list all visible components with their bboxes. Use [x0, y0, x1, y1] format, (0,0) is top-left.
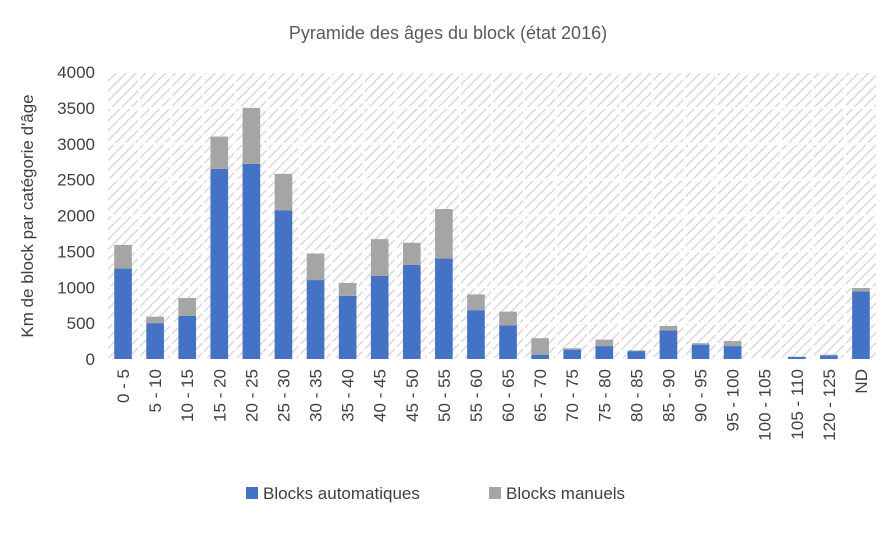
- grid-layer: [106, 71, 878, 360]
- bar-manuels: [274, 173, 293, 211]
- legend-label: Blocks automatiques: [263, 484, 420, 503]
- x-tick-label: 90 - 95: [692, 369, 711, 422]
- x-tick-label: 0 - 5: [114, 369, 133, 403]
- bar-automatiques: [531, 354, 549, 359]
- chart-title: Pyramide des âges du block (état 2016): [289, 23, 607, 43]
- bar-manuels: [178, 298, 197, 316]
- bar-automatiques: [402, 265, 421, 359]
- bar-manuels: [435, 209, 453, 259]
- bar-automatiques: [114, 268, 132, 359]
- bar-manuels: [499, 311, 517, 326]
- x-tick-label: 105 - 110: [788, 369, 807, 440]
- bar-automatiques: [146, 323, 164, 359]
- bar-automatiques: [178, 315, 197, 359]
- y-tick-label: 3500: [57, 99, 95, 118]
- legend: Blocks automatiques Blocks manuels: [246, 484, 625, 503]
- bar-automatiques: [467, 310, 485, 359]
- bar-manuels: [370, 239, 389, 276]
- x-tick-label: 20 - 25: [242, 369, 261, 422]
- x-tick-label: 55 - 60: [467, 369, 486, 422]
- bar-automatiques: [659, 330, 678, 359]
- x-tick-label: 25 - 30: [274, 369, 293, 422]
- x-tick-label: 5 - 10: [146, 369, 165, 412]
- x-tick-label: 15 - 20: [210, 369, 229, 422]
- y-tick-label: 3000: [57, 135, 95, 154]
- bar-manuels: [691, 343, 710, 345]
- y-tick-label: 2500: [57, 171, 95, 190]
- bar-automatiques: [787, 356, 806, 359]
- x-tick-label: 35 - 40: [339, 369, 358, 422]
- bar-manuels: [563, 348, 582, 350]
- bar-manuels: [723, 341, 742, 347]
- bar-automatiques: [435, 258, 453, 359]
- bar-automatiques: [210, 168, 229, 359]
- y-ticks: 0 500 1000 1500 2000 2500 3000 3500 4000: [57, 63, 95, 369]
- x-ticks: 0 - 5 5 - 10 10 - 15 15 - 20 20 - 25 25 - 30 3…: [114, 369, 871, 441]
- x-tick-label: 50 - 55: [435, 369, 454, 422]
- y-tick-label: 2000: [57, 207, 95, 226]
- bar-automatiques: [691, 344, 710, 359]
- bar-manuels: [595, 339, 614, 347]
- x-tick-label: 60 - 65: [499, 369, 518, 422]
- x-tick-label: 45 - 50: [403, 369, 422, 422]
- y-tick-label: 1500: [57, 242, 95, 261]
- bar-manuels: [114, 244, 132, 269]
- bar-manuels: [820, 354, 838, 356]
- bar-automatiques: [852, 291, 870, 359]
- bar-automatiques: [306, 280, 325, 359]
- bar-manuels: [627, 350, 646, 352]
- y-tick-label: 1000: [57, 278, 95, 297]
- bar-automatiques: [563, 349, 582, 359]
- x-tick-label: 95 - 100: [724, 369, 743, 431]
- bar-automatiques: [274, 210, 293, 359]
- bar-manuels: [467, 294, 485, 311]
- bar-automatiques: [242, 163, 261, 359]
- bar-manuels: [338, 282, 357, 296]
- bar-automatiques: [723, 346, 742, 359]
- bar-automatiques: [627, 351, 646, 359]
- bar-manuels: [306, 253, 325, 281]
- bar-automatiques: [499, 325, 517, 359]
- bars-layer: [114, 107, 870, 359]
- y-tick-label: 0: [86, 350, 95, 369]
- y-tick-label: 500: [67, 314, 95, 333]
- bar-manuels: [659, 325, 678, 331]
- bar-manuels: [402, 242, 421, 266]
- x-tick-label: 30 - 35: [307, 369, 326, 422]
- legend-swatch: [246, 487, 258, 499]
- bar-manuels: [852, 287, 870, 292]
- y-tick-label: 4000: [57, 63, 95, 82]
- bar-automatiques: [370, 275, 389, 359]
- x-tick-label: 40 - 45: [371, 369, 390, 422]
- x-tick-label: ND: [852, 369, 871, 394]
- x-tick-label: 100 - 105: [756, 369, 775, 441]
- x-tick-label: 75 - 80: [595, 369, 614, 422]
- x-tick-label: 120 - 125: [820, 369, 839, 441]
- bar-manuels: [242, 107, 261, 164]
- legend-swatch: [489, 487, 501, 499]
- legend-label: Blocks manuels: [506, 484, 625, 503]
- bar-manuels: [531, 338, 549, 355]
- y-axis-label: Km de block par catégorie d'âge: [18, 94, 37, 337]
- x-tick-label: 85 - 90: [659, 369, 678, 422]
- bar-automatiques: [338, 295, 357, 359]
- x-tick-label: 70 - 75: [563, 369, 582, 422]
- x-tick-label: 10 - 15: [178, 369, 197, 422]
- x-tick-label: 80 - 85: [627, 369, 646, 422]
- bar-manuels: [146, 316, 164, 324]
- x-tick-label: 65 - 70: [531, 369, 550, 422]
- bar-automatiques: [595, 346, 614, 359]
- bar-automatiques: [820, 355, 838, 359]
- bar-manuels: [210, 136, 229, 169]
